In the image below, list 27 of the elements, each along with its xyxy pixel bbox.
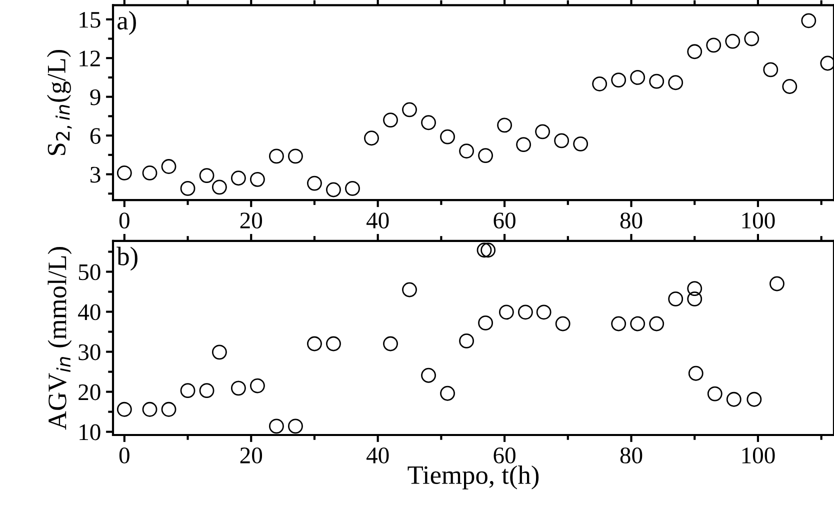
- annotation: a): [118, 11, 136, 35]
- x-tick-label: 80: [620, 212, 642, 228]
- x-tick-label: 60: [494, 447, 516, 464]
- y-tick-label: 10: [80, 424, 100, 440]
- y-tick-label: 15: [80, 12, 100, 28]
- x-tick-label: 0: [119, 212, 130, 228]
- x-axis-title: Tiempo, t(h): [408, 465, 539, 490]
- x-tick-label: 100: [742, 447, 775, 464]
- x-tick-label: 100: [742, 212, 775, 228]
- y-tick-label: 40: [78, 304, 100, 320]
- x-tick-label: 40: [366, 447, 389, 464]
- y-tick-label: 9: [90, 89, 100, 106]
- y-tick-label: 12: [80, 50, 100, 66]
- x-tick-label: 40: [366, 212, 389, 228]
- y-tick-label: 20: [78, 384, 100, 400]
- annotation: b): [116, 246, 138, 271]
- y-axis-title: AGV$_{in}$ (mmol/L): [48, 247, 72, 430]
- x-tick-label: 80: [620, 447, 642, 464]
- y-tick-label: 6: [90, 128, 100, 144]
- y-tick-label: 30: [78, 344, 100, 360]
- y-axis-title: S$_{2,in}$(g/L): [46, 50, 72, 155]
- y-tick-label: 50: [78, 264, 100, 280]
- x-tick-label: 60: [494, 212, 516, 228]
- x-tick-label: 20: [240, 212, 262, 228]
- x-tick-label: 0: [119, 447, 130, 464]
- x-tick-label: 20: [240, 447, 262, 464]
- y-tick-label: 3: [90, 166, 100, 183]
